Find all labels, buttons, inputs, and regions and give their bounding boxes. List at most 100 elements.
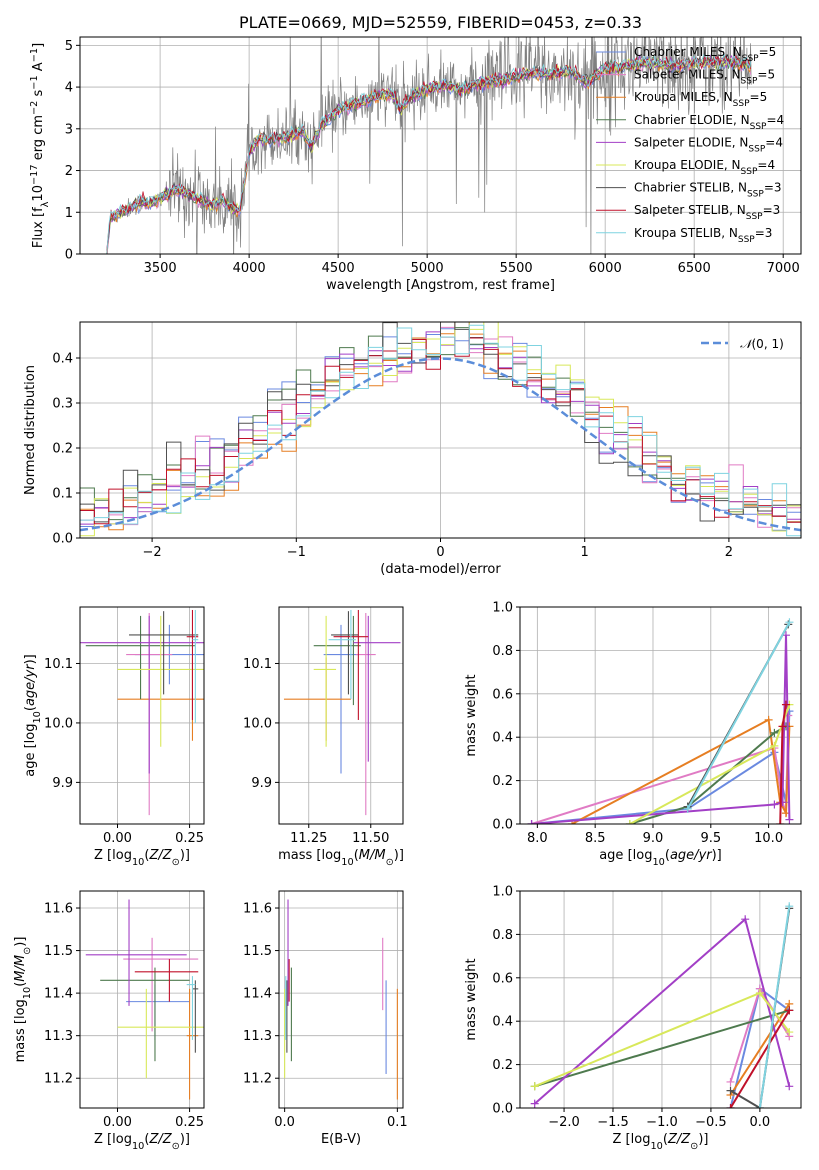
x-tick-label: 6500 (678, 261, 711, 276)
series-line (758, 906, 791, 1108)
y-tick-label: 1 (65, 206, 73, 221)
y-tick-label: 9.9 (52, 776, 73, 791)
x-tick-label: 11.25 (290, 831, 327, 846)
x-tick-label: 9.0 (643, 831, 664, 846)
point-marker (683, 804, 692, 813)
point-marker (781, 700, 790, 709)
point-marker (625, 820, 634, 824)
x-tick-label: 11.50 (352, 831, 389, 846)
y-axis-label: mass weight (464, 958, 479, 1040)
errorbar-salpeter-miles (355, 612, 376, 816)
axes-frame (519, 606, 802, 825)
plot-area (80, 322, 801, 537)
series-salpeter-stelib (726, 1006, 794, 1108)
plot-area (284, 899, 398, 1100)
point-marker (527, 820, 536, 824)
x-tick-label: 6000 (589, 261, 622, 276)
model-line-salpeter-elodie (106, 54, 752, 251)
point-marker (776, 820, 785, 824)
y-tick-label: 2 (65, 164, 73, 179)
axes-frame (79, 36, 802, 255)
y-tick-label: 0.1 (52, 487, 73, 502)
y-tick-label: 10.1 (243, 657, 272, 672)
errorbar-kroupa-stelib (328, 609, 356, 700)
legend: Chabrier MILES, NSSP=5 Salpeter MILES, NS… (596, 45, 784, 245)
y-tick-label: 0.6 (492, 971, 513, 986)
errorbar-salpeter-elodie (353, 615, 401, 762)
series-line (686, 621, 791, 810)
plot-area (527, 618, 794, 824)
plot-area (530, 902, 794, 1108)
y-tick-label: 0.6 (492, 687, 513, 702)
y-tick-label: 11.6 (44, 902, 73, 917)
point-marker (726, 1077, 735, 1086)
axes-frame (79, 890, 205, 1109)
x-axis-label: (data-model)/error (380, 562, 501, 577)
point-marker (530, 1082, 539, 1091)
model-line-salpeter-stelib (106, 54, 752, 254)
x-axis-label: mass [log10(M/M⊙)] (278, 848, 404, 868)
model-line-kroupa-stelib (106, 53, 752, 254)
y-tick-label: 5 (65, 39, 73, 54)
axes-frame (278, 606, 404, 825)
chart-title: PLATE=0669, MJD=52559, FIBERID=0453, z=0… (239, 13, 642, 32)
x-tick-label: 7000 (767, 261, 800, 276)
plot-area (283, 609, 401, 816)
chart-spectrum: 3500 4000 4500 5000 5500 6000 6500 7000 0 1 2 3 4 5 PL… (29, 13, 802, 293)
y-tick-label: 0.0 (492, 818, 513, 833)
y-tick-label: 4 (65, 81, 73, 96)
point-marker (764, 715, 773, 724)
point-marker (785, 1082, 794, 1091)
x-tick-label: 5500 (500, 261, 533, 276)
point-marker (785, 1028, 794, 1037)
y-tick-label: 10.0 (44, 716, 73, 731)
y-tick-label: 1.0 (492, 885, 513, 900)
errorbar-kroupa-stelib (186, 976, 196, 1040)
errorbar-chabrier-stelib (331, 611, 359, 695)
errorbar-kroupa-stelib (192, 609, 199, 723)
x-tick-label: 0.0 (274, 1115, 295, 1130)
series-line (729, 1009, 791, 1108)
x-axis-label: Z [log10(Z/Z⊙)] (94, 848, 190, 868)
x-tick-label: 5000 (411, 261, 444, 276)
errorbar-salpeter-stelib (134, 959, 199, 1002)
y-tick-label: 11.5 (44, 944, 73, 959)
x-tick-label: 4500 (322, 261, 355, 276)
series-kroupa-elodie (530, 988, 794, 1091)
point-marker (755, 1104, 764, 1108)
legend-entry: Kroupa ELODIE, NSSP=4 (634, 158, 775, 177)
errorbar-chabrier-elodie (85, 615, 196, 700)
point-marker (785, 618, 794, 627)
point-marker (785, 902, 794, 911)
point-marker (755, 988, 764, 997)
x-tick-label: −2 (143, 545, 162, 560)
x-tick-label: 0 (436, 545, 444, 560)
x-tick-label: 3500 (144, 261, 177, 276)
errorbar-salpeter-elodie (85, 899, 187, 1006)
errorbar-chabrier-stelib (129, 611, 199, 695)
errorbar-chabrier-elodie (100, 967, 190, 1062)
y-tick-label: 0.4 (492, 1015, 513, 1030)
point-marker (770, 741, 779, 750)
y-axis-label: age [log10(age/yr)] (23, 654, 43, 777)
legend-entry: Chabrier ELODIE, NSSP=4 (634, 113, 784, 132)
plot-area (85, 899, 204, 1100)
legend-entry: 𝒩(0, 1) (740, 337, 784, 351)
y-tick-label: 11.3 (44, 1029, 73, 1044)
legend-entry: Salpeter ELODIE, NSSP=4 (634, 135, 783, 154)
y-tick-label: 11.4 (243, 987, 272, 1002)
y-tick-label: 0.4 (492, 731, 513, 746)
y-tick-label: 0.3 (52, 397, 73, 412)
chart-massweight_vs_age: 8.0 8.5 9.0 9.5 10.0 0.0 0.2 0.4 0.6 0.8 1.0 mass w… (464, 601, 802, 868)
legend-entry: Chabrier STELIB, NSSP=3 (634, 181, 782, 200)
point-marker (770, 800, 779, 809)
legend-entry: Kroupa STELIB, NSSP=3 (634, 226, 772, 245)
x-axis-label: age [log10(age/yr)] (599, 848, 722, 868)
series-salpeter-stelib (776, 700, 790, 824)
y-tick-label: 0.0 (52, 532, 73, 547)
histogram-kroupa-stelib (80, 324, 801, 537)
y-tick-label: 11.5 (243, 944, 272, 959)
y-tick-label: 0.2 (492, 774, 513, 789)
series-line (534, 1009, 790, 1088)
y-tick-label: 10.0 (243, 716, 272, 731)
